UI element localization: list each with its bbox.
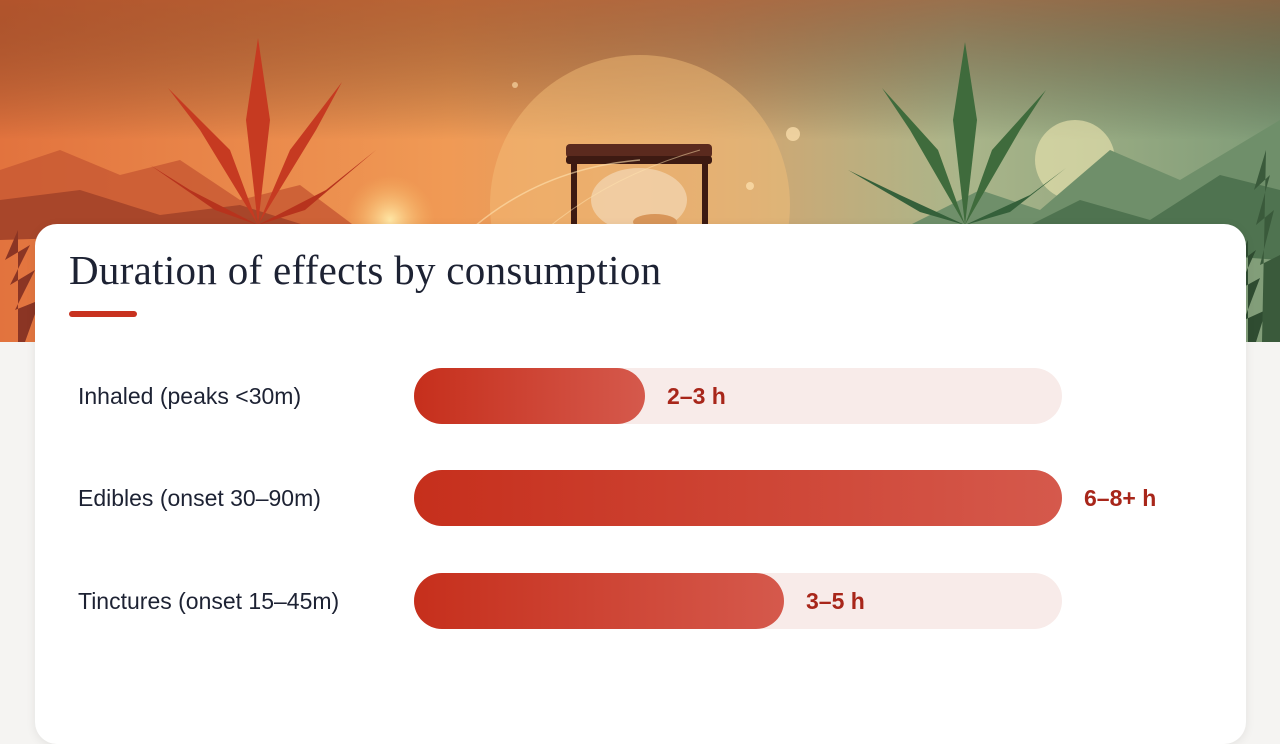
bar-row-edibles: Edibles (onset 30–90m) 6–8+ h xyxy=(35,470,1246,526)
category-label: Inhaled (peaks <30m) xyxy=(78,383,302,409)
bar-fill xyxy=(414,573,784,629)
value-label: 6–8+ h xyxy=(1084,485,1157,511)
bar-track xyxy=(414,470,1062,526)
category-label: Edibles (onset 30–90m) xyxy=(78,485,321,511)
red-cannabis-leaf xyxy=(150,38,376,225)
title-underline xyxy=(69,311,137,317)
bar-fill xyxy=(414,368,645,424)
category-label: Tinctures (onset 15–45m) xyxy=(78,588,340,614)
bar-track xyxy=(414,573,1062,629)
chart-card: Duration of effects by consumption Inhal… xyxy=(35,224,1246,744)
value-label: 3–5 h xyxy=(806,588,865,614)
hero-illustration xyxy=(0,0,1280,342)
green-cannabis-leaf xyxy=(848,42,1066,225)
bar-track xyxy=(414,368,1062,424)
hero-scene xyxy=(0,0,1280,342)
bar-fill xyxy=(414,470,1062,526)
value-label: 2–3 h xyxy=(667,383,726,409)
bar-row-tinctures: Tinctures (onset 15–45m) 3–5 h xyxy=(35,573,1246,629)
bar-row-inhaled: Inhaled (peaks <30m) 2–3 h xyxy=(35,368,1246,424)
chart-title: Duration of effects by consumption xyxy=(69,247,662,293)
